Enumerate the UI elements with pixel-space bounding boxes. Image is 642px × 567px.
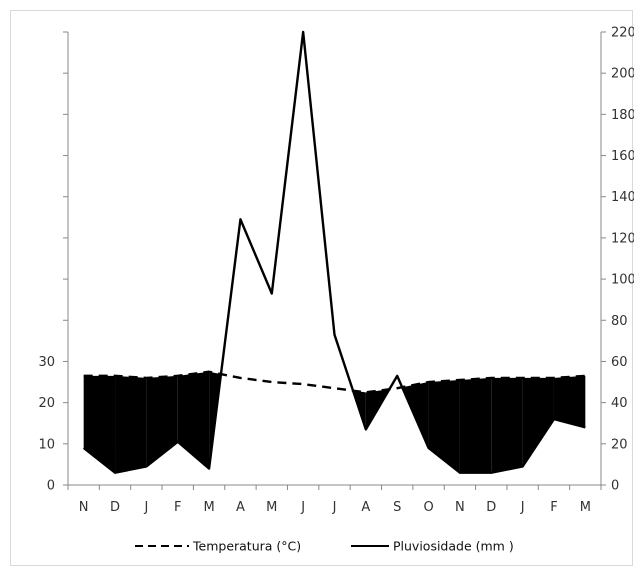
left-tick-label: 0 — [47, 479, 55, 494]
x-tick-label: D — [486, 500, 496, 515]
x-tick-label: N — [455, 500, 465, 515]
x-tick-label: J — [143, 500, 148, 515]
x-tick-label: M — [203, 500, 214, 515]
dry-period-fill — [522, 377, 554, 467]
x-tick-label: J — [300, 500, 305, 515]
right-tick-label: 200 — [611, 67, 634, 82]
chart-frame: 0 10 20 30 0 20 40 60 80 100 120 140 160 180 200 220 N… — [10, 10, 634, 566]
rainfall-line — [82, 30, 586, 474]
temperature-line — [83, 370, 586, 394]
dry-period-fill — [553, 375, 586, 428]
right-tick-label: 20 — [611, 437, 628, 452]
x-tick-label: F — [174, 500, 181, 515]
right-tick-label: 80 — [611, 314, 628, 329]
x-tick-label: J — [332, 500, 337, 515]
legend: Temperatura (°C) Pluviosidade (mm ) — [135, 539, 514, 554]
dry-period-fill — [491, 377, 523, 473]
series-lines — [82, 30, 586, 474]
dry-period-fill — [177, 371, 210, 469]
dry-period-fill — [146, 375, 178, 467]
legend-label-rainfall: Pluviosidade (mm ) — [393, 539, 514, 554]
x-tick-label: F — [550, 500, 557, 515]
left-tick-label: 20 — [38, 396, 55, 411]
x-tick-label: M — [580, 500, 591, 515]
x-tick-label: N — [79, 500, 89, 515]
x-tick-label: M — [266, 500, 277, 515]
right-tick-label: 180 — [611, 108, 634, 123]
right-tick-label: 120 — [611, 231, 634, 246]
x-tick-label: A — [236, 500, 245, 515]
dry-period-fill — [115, 375, 147, 473]
right-tick-label: 220 — [611, 26, 634, 41]
left-tick-label: 30 — [38, 355, 55, 370]
x-tick-label: O — [423, 500, 433, 515]
right-tick-label: 140 — [611, 190, 634, 205]
right-tick-label: 60 — [611, 355, 628, 370]
climate-chart: 0 10 20 30 0 20 40 60 80 100 120 140 160 180 200 220 N… — [38, 26, 634, 554]
dry-period-fill — [83, 375, 116, 473]
x-tick-label: A — [361, 500, 370, 515]
right-tick-label: 0 — [611, 479, 619, 494]
right-tick-label: 40 — [611, 396, 628, 411]
right-tick-label: 100 — [611, 273, 634, 288]
x-tick-label: D — [110, 500, 120, 515]
left-axis-ticks: 0 10 20 30 — [38, 31, 68, 494]
legend-label-temperature: Temperatura (°C) — [192, 539, 301, 554]
x-tick-label: J — [520, 500, 525, 515]
left-tick-label: 10 — [38, 437, 55, 452]
right-axis-ticks: 0 20 40 60 80 100 120 140 160 180 200 220 — [601, 26, 634, 494]
dry-period-fill — [428, 379, 460, 473]
x-tick-label: S — [393, 500, 401, 515]
dry-period-fill — [459, 377, 492, 473]
dry-period-fills — [83, 371, 586, 473]
right-tick-label: 160 — [611, 149, 634, 164]
